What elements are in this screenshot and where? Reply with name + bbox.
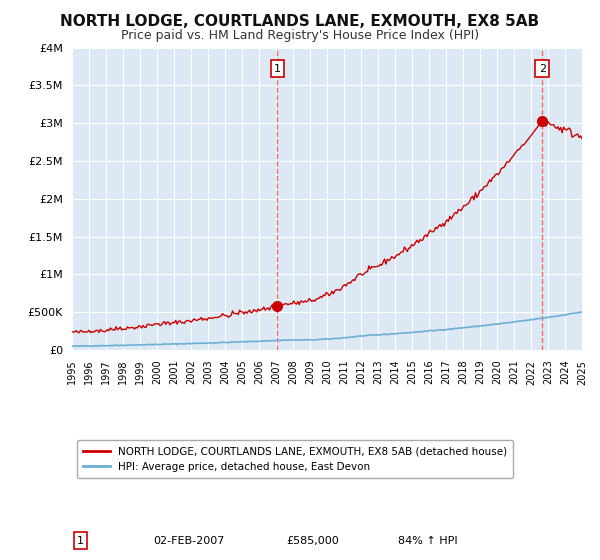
Text: NORTH LODGE, COURTLANDS LANE, EXMOUTH, EX8 5AB: NORTH LODGE, COURTLANDS LANE, EXMOUTH, E…: [61, 14, 539, 29]
Text: 84% ↑ HPI: 84% ↑ HPI: [398, 535, 458, 545]
Text: 1: 1: [274, 64, 281, 74]
Text: 2: 2: [539, 64, 546, 74]
Text: 02-FEB-2007: 02-FEB-2007: [154, 535, 225, 545]
Text: £585,000: £585,000: [286, 535, 339, 545]
Legend: NORTH LODGE, COURTLANDS LANE, EXMOUTH, EX8 5AB (detached house), HPI: Average pr: NORTH LODGE, COURTLANDS LANE, EXMOUTH, E…: [77, 440, 513, 478]
Text: 1: 1: [77, 535, 84, 545]
Text: Price paid vs. HM Land Registry's House Price Index (HPI): Price paid vs. HM Land Registry's House …: [121, 29, 479, 42]
